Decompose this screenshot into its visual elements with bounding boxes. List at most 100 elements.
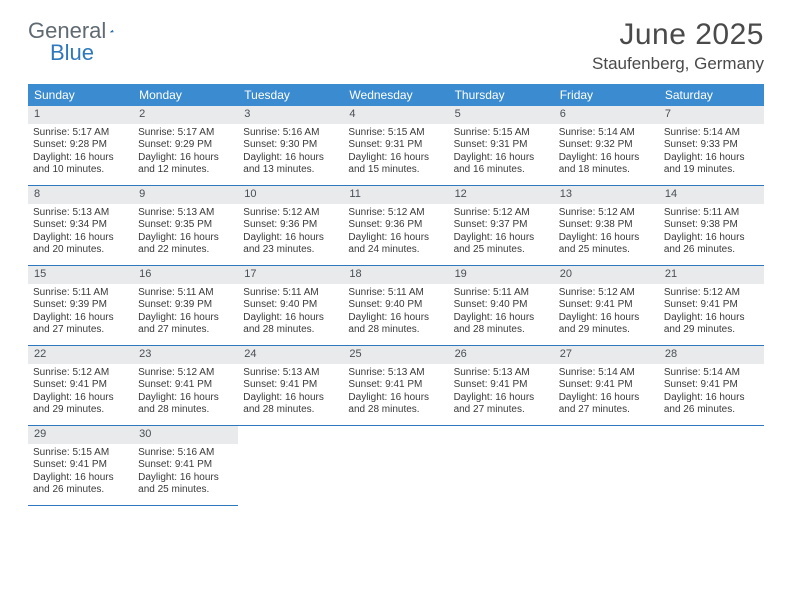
sunset-line: Sunset: 9:37 PM <box>454 219 549 232</box>
day-body: Sunrise: 5:13 AMSunset: 9:34 PMDaylight:… <box>28 204 133 263</box>
calendar-cell: 20Sunrise: 5:12 AMSunset: 9:41 PMDayligh… <box>554 266 659 346</box>
sunset-line: Sunset: 9:39 PM <box>33 299 128 312</box>
daylight-line: Daylight: 16 hours and 28 minutes. <box>138 392 233 417</box>
day-body: Sunrise: 5:11 AMSunset: 9:38 PMDaylight:… <box>659 204 764 263</box>
calendar-cell <box>449 426 554 506</box>
day-number: 26 <box>449 346 554 364</box>
calendar-cell: 28Sunrise: 5:14 AMSunset: 9:41 PMDayligh… <box>659 346 764 426</box>
daylight-line: Daylight: 16 hours and 27 minutes. <box>454 392 549 417</box>
sunrise-line: Sunrise: 5:13 AM <box>348 367 443 380</box>
sunrise-line: Sunrise: 5:14 AM <box>664 367 759 380</box>
sunrise-line: Sunrise: 5:16 AM <box>243 127 338 140</box>
sunset-line: Sunset: 9:41 PM <box>33 379 128 392</box>
sunrise-line: Sunrise: 5:13 AM <box>454 367 549 380</box>
brand-triangle-icon <box>110 23 114 39</box>
sunrise-line: Sunrise: 5:17 AM <box>138 127 233 140</box>
sunset-line: Sunset: 9:30 PM <box>243 139 338 152</box>
day-number: 16 <box>133 266 238 284</box>
day-number: 21 <box>659 266 764 284</box>
sunset-line: Sunset: 9:38 PM <box>664 219 759 232</box>
calendar-cell <box>659 426 764 506</box>
sunset-line: Sunset: 9:29 PM <box>138 139 233 152</box>
calendar-cell: 29Sunrise: 5:15 AMSunset: 9:41 PMDayligh… <box>28 426 133 506</box>
location: Staufenberg, Germany <box>592 54 764 74</box>
sunrise-line: Sunrise: 5:14 AM <box>559 127 654 140</box>
calendar-cell: 19Sunrise: 5:11 AMSunset: 9:40 PMDayligh… <box>449 266 554 346</box>
dow-cell: Tuesday <box>238 84 343 106</box>
sunset-line: Sunset: 9:36 PM <box>348 219 443 232</box>
calendar-cell: 7Sunrise: 5:14 AMSunset: 9:33 PMDaylight… <box>659 106 764 186</box>
dow-cell: Wednesday <box>343 84 448 106</box>
calendar-cell: 16Sunrise: 5:11 AMSunset: 9:39 PMDayligh… <box>133 266 238 346</box>
day-body: Sunrise: 5:13 AMSunset: 9:41 PMDaylight:… <box>449 364 554 423</box>
sunrise-line: Sunrise: 5:12 AM <box>348 207 443 220</box>
sunrise-line: Sunrise: 5:11 AM <box>664 207 759 220</box>
day-number: 23 <box>133 346 238 364</box>
day-body: Sunrise: 5:16 AMSunset: 9:30 PMDaylight:… <box>238 124 343 183</box>
day-body: Sunrise: 5:15 AMSunset: 9:31 PMDaylight:… <box>343 124 448 183</box>
day-number: 24 <box>238 346 343 364</box>
day-number: 8 <box>28 186 133 204</box>
day-number: 30 <box>133 426 238 444</box>
calendar-cell: 17Sunrise: 5:11 AMSunset: 9:40 PMDayligh… <box>238 266 343 346</box>
day-number: 12 <box>449 186 554 204</box>
calendar-cell: 2Sunrise: 5:17 AMSunset: 9:29 PMDaylight… <box>133 106 238 186</box>
sunset-line: Sunset: 9:34 PM <box>33 219 128 232</box>
sunrise-line: Sunrise: 5:17 AM <box>33 127 128 140</box>
day-number: 19 <box>449 266 554 284</box>
day-number: 3 <box>238 106 343 124</box>
sunrise-line: Sunrise: 5:15 AM <box>454 127 549 140</box>
daylight-line: Daylight: 16 hours and 27 minutes. <box>33 312 128 337</box>
day-number: 9 <box>133 186 238 204</box>
sunset-line: Sunset: 9:41 PM <box>138 459 233 472</box>
calendar-cell: 23Sunrise: 5:12 AMSunset: 9:41 PMDayligh… <box>133 346 238 426</box>
sunset-line: Sunset: 9:41 PM <box>559 299 654 312</box>
calendar-cell <box>238 426 343 506</box>
day-number: 28 <box>659 346 764 364</box>
daylight-line: Daylight: 16 hours and 10 minutes. <box>33 152 128 177</box>
day-body: Sunrise: 5:12 AMSunset: 9:41 PMDaylight:… <box>133 364 238 423</box>
day-body: Sunrise: 5:12 AMSunset: 9:41 PMDaylight:… <box>28 364 133 423</box>
sunrise-line: Sunrise: 5:15 AM <box>348 127 443 140</box>
daylight-line: Daylight: 16 hours and 29 minutes. <box>33 392 128 417</box>
calendar-cell: 21Sunrise: 5:12 AMSunset: 9:41 PMDayligh… <box>659 266 764 346</box>
day-body: Sunrise: 5:12 AMSunset: 9:36 PMDaylight:… <box>343 204 448 263</box>
day-body: Sunrise: 5:13 AMSunset: 9:35 PMDaylight:… <box>133 204 238 263</box>
daylight-line: Daylight: 16 hours and 26 minutes. <box>33 472 128 497</box>
daylight-line: Daylight: 16 hours and 26 minutes. <box>664 232 759 257</box>
day-number: 10 <box>238 186 343 204</box>
calendar-cell: 10Sunrise: 5:12 AMSunset: 9:36 PMDayligh… <box>238 186 343 266</box>
sunrise-line: Sunrise: 5:11 AM <box>33 287 128 300</box>
calendar-cell: 11Sunrise: 5:12 AMSunset: 9:36 PMDayligh… <box>343 186 448 266</box>
day-body: Sunrise: 5:11 AMSunset: 9:40 PMDaylight:… <box>238 284 343 343</box>
day-number: 5 <box>449 106 554 124</box>
daylight-line: Daylight: 16 hours and 12 minutes. <box>138 152 233 177</box>
daylight-line: Daylight: 16 hours and 22 minutes. <box>138 232 233 257</box>
day-body: Sunrise: 5:12 AMSunset: 9:41 PMDaylight:… <box>554 284 659 343</box>
sunset-line: Sunset: 9:38 PM <box>559 219 654 232</box>
title-block: June 2025 Staufenberg, Germany <box>592 18 764 74</box>
sunset-line: Sunset: 9:31 PM <box>454 139 549 152</box>
sunrise-line: Sunrise: 5:13 AM <box>33 207 128 220</box>
calendar-cell: 18Sunrise: 5:11 AMSunset: 9:40 PMDayligh… <box>343 266 448 346</box>
daylight-line: Daylight: 16 hours and 28 minutes. <box>243 312 338 337</box>
daylight-line: Daylight: 16 hours and 18 minutes. <box>559 152 654 177</box>
day-number: 14 <box>659 186 764 204</box>
daylight-line: Daylight: 16 hours and 27 minutes. <box>138 312 233 337</box>
day-body: Sunrise: 5:11 AMSunset: 9:40 PMDaylight:… <box>449 284 554 343</box>
calendar-cell: 30Sunrise: 5:16 AMSunset: 9:41 PMDayligh… <box>133 426 238 506</box>
day-body: Sunrise: 5:15 AMSunset: 9:41 PMDaylight:… <box>28 444 133 503</box>
day-body: Sunrise: 5:15 AMSunset: 9:31 PMDaylight:… <box>449 124 554 183</box>
calendar-cell: 12Sunrise: 5:12 AMSunset: 9:37 PMDayligh… <box>449 186 554 266</box>
day-body: Sunrise: 5:16 AMSunset: 9:41 PMDaylight:… <box>133 444 238 503</box>
daylight-line: Daylight: 16 hours and 29 minutes. <box>559 312 654 337</box>
day-body: Sunrise: 5:13 AMSunset: 9:41 PMDaylight:… <box>343 364 448 423</box>
daylight-line: Daylight: 16 hours and 28 minutes. <box>348 312 443 337</box>
calendar-cell: 6Sunrise: 5:14 AMSunset: 9:32 PMDaylight… <box>554 106 659 186</box>
day-number: 27 <box>554 346 659 364</box>
daylight-line: Daylight: 16 hours and 16 minutes. <box>454 152 549 177</box>
sunset-line: Sunset: 9:41 PM <box>664 299 759 312</box>
daylight-line: Daylight: 16 hours and 19 minutes. <box>664 152 759 177</box>
calendar-cell: 22Sunrise: 5:12 AMSunset: 9:41 PMDayligh… <box>28 346 133 426</box>
day-body: Sunrise: 5:12 AMSunset: 9:38 PMDaylight:… <box>554 204 659 263</box>
